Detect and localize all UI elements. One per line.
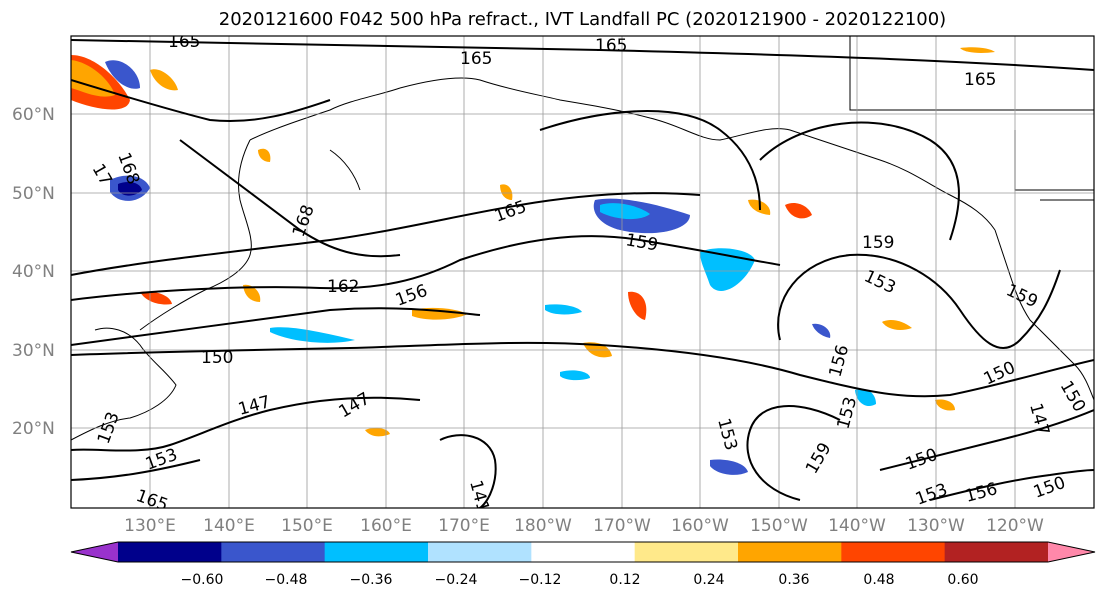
coast-kamchatka <box>249 87 401 191</box>
shade-positive <box>785 203 812 219</box>
lon-axis: 130°E 140°E 150°E 160°E 170°E 180°W 170°… <box>124 516 1044 536</box>
colorbar-tick: −0.36 <box>350 572 393 588</box>
colorbar-tick: 0.48 <box>863 572 894 588</box>
shade-negative <box>545 304 582 315</box>
shade-positive <box>935 399 955 411</box>
lon-tick: 140°E <box>203 516 255 536</box>
contour-line <box>777 253 1061 350</box>
colorbar-segment <box>944 542 1049 562</box>
colorbar-extend-max <box>1048 542 1095 562</box>
shade-negative <box>600 203 650 220</box>
shade-positive <box>243 284 261 302</box>
colorbar-tick: −0.60 <box>181 572 224 588</box>
colorbar-segment <box>324 542 429 562</box>
contour-label: 165 <box>460 49 492 69</box>
colorbar-tick: −0.12 <box>519 572 562 588</box>
shade-positive <box>500 184 513 200</box>
gridlines <box>71 36 1094 508</box>
shade-positive <box>628 291 647 320</box>
colorbar-ticks: −0.60 −0.48 −0.36 −0.24 −0.12 0.12 0.24 … <box>181 572 979 588</box>
contour-line <box>71 79 331 122</box>
colorbar-segment <box>531 542 636 562</box>
colorbar-tick: 0.24 <box>693 572 724 588</box>
lon-tick: 160°W <box>671 516 729 536</box>
lat-tick: 30°N <box>12 341 55 361</box>
contours <box>71 39 1094 508</box>
shade-positive <box>140 291 172 305</box>
contour-line <box>71 39 1094 71</box>
lon-tick: 150°E <box>281 516 333 536</box>
colorbar-tick: 0.36 <box>778 572 809 588</box>
colorbar <box>70 541 1096 563</box>
lon-tick: 140°W <box>828 516 886 536</box>
colorbar-segment <box>738 542 842 562</box>
shade-negative <box>710 459 748 475</box>
colorbar-extend-min <box>71 542 118 562</box>
contour-line <box>71 307 481 346</box>
shade-negative <box>105 60 140 89</box>
contour-line <box>539 110 761 211</box>
lat-tick: 60°N <box>12 105 55 125</box>
lon-tick: 150°W <box>750 516 808 536</box>
shade-negative <box>118 182 142 196</box>
colorbar-tick: 0.12 <box>609 572 640 588</box>
colorbar-segment <box>634 542 739 562</box>
colorbar-outline <box>70 541 1096 563</box>
lat-tick: 40°N <box>12 262 55 282</box>
shade-positive <box>71 60 115 97</box>
contour-line <box>439 434 497 508</box>
contour-line <box>71 192 701 276</box>
lon-tick: 130°W <box>907 516 965 536</box>
contour-line <box>179 139 401 258</box>
lat-axis: 60°N 50°N 40°N 30°N 20°N <box>12 105 55 439</box>
contour-label: 165 <box>595 36 627 56</box>
lat-tick: 50°N <box>12 184 55 204</box>
map-frame <box>70 35 1095 509</box>
colorbar-tick: 0.60 <box>947 572 978 588</box>
contour-line <box>929 469 1094 501</box>
shade-positive <box>258 148 271 162</box>
coastlines <box>71 36 1094 441</box>
contour-label: 165 <box>168 32 200 52</box>
contour-label: 162 <box>327 277 359 297</box>
lon-tick: 160°E <box>360 516 412 536</box>
colorbar-segment <box>841 542 946 562</box>
colorbar-segment <box>428 542 532 562</box>
lon-tick: 170°W <box>593 516 651 536</box>
coast-na-west <box>994 229 1094 401</box>
colorbar-tick: −0.48 <box>265 572 308 588</box>
contour-line <box>71 459 201 481</box>
lat-tick: 20°N <box>12 419 55 439</box>
shade-negative <box>270 327 355 343</box>
shade-negative <box>560 370 590 381</box>
contour-line <box>71 396 421 452</box>
shade-negative <box>812 323 831 338</box>
contour-line <box>746 405 841 501</box>
shade-positive <box>365 427 390 437</box>
contour-label: 165 <box>964 70 996 90</box>
colorbar-tick: −0.24 <box>435 572 478 588</box>
shade-negative <box>855 388 876 407</box>
lon-tick: 180°W <box>514 516 572 536</box>
lon-tick: 130°E <box>124 516 176 536</box>
lon-tick: 120°W <box>986 516 1044 536</box>
shade-positive <box>150 69 178 91</box>
contour-line <box>71 341 1094 398</box>
shade-positive <box>882 320 912 330</box>
lon-tick: 170°E <box>438 516 490 536</box>
contour-line <box>879 409 1094 471</box>
colorbar-segment <box>118 542 222 562</box>
colorbar-segment <box>221 542 326 562</box>
contour-line <box>759 121 960 241</box>
map-area <box>71 36 1094 508</box>
contour-label: 150 <box>201 348 233 368</box>
shade-positive <box>960 47 995 53</box>
map-title: 2020121600 F042 500 hPa refract., IVT La… <box>218 9 947 30</box>
contour-line <box>71 235 781 301</box>
coast-alaska <box>399 77 996 231</box>
contour-label: 159 <box>862 233 894 253</box>
